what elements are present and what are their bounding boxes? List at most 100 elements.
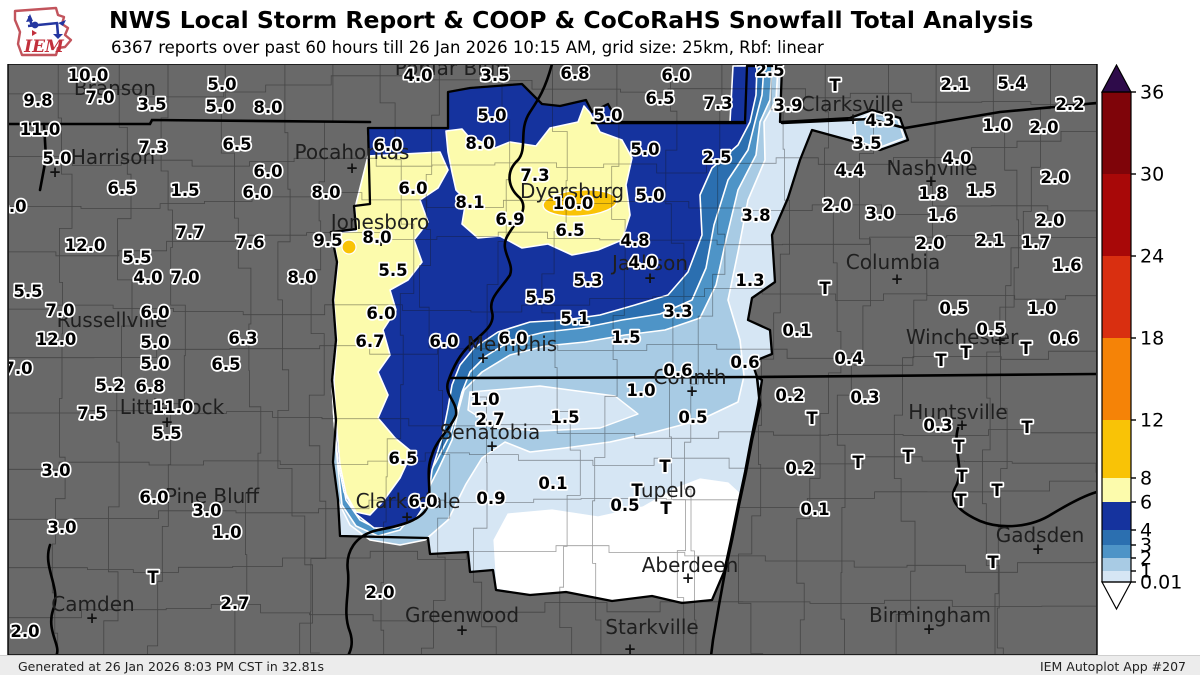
report-value: T (987, 553, 999, 572)
report-value: 5.0 (635, 186, 664, 205)
iem-logo: IEM (13, 6, 73, 57)
report-value: 0.9 (476, 489, 505, 508)
report-value: 2.0 (915, 234, 944, 253)
city-marker: + (375, 232, 388, 250)
report-value: 5.4 (997, 74, 1026, 93)
report-value: 7.3 (520, 166, 549, 185)
report-value: 4.4 (835, 161, 864, 180)
city-label: Pine Bluff (165, 484, 260, 508)
report-value: 5.5 (13, 282, 42, 301)
report-value: 6.5 (211, 355, 240, 374)
city-label: Columbia (846, 250, 940, 274)
report-value: 5.5 (152, 424, 181, 443)
report-value: 5.0 (477, 106, 506, 125)
city-label: Birmingham (869, 603, 991, 627)
city-label: Jackson (610, 251, 688, 275)
report-value: 6.0 (498, 329, 527, 348)
city-label: Clarksville (801, 92, 904, 116)
city-marker: + (477, 349, 490, 367)
report-value: 7.3 (138, 138, 167, 157)
city-label: Poplar Bluff (395, 56, 511, 80)
colorbar-band (1102, 502, 1131, 530)
report-value: 10.0 (553, 194, 594, 213)
report-value: 6.0 (398, 179, 427, 198)
city-label: Memphis (467, 332, 557, 356)
report-value: 0.1 (782, 321, 811, 340)
city-label: Dyersburg (520, 179, 624, 203)
colorbar-band (1102, 558, 1131, 571)
report-value: 2.0 (10, 622, 39, 641)
report-value: T (829, 76, 841, 95)
report-value: T (852, 453, 864, 472)
report-value: 4.0 (403, 66, 432, 85)
report-value: 3.5 (852, 134, 881, 153)
report-value: 2.1 (940, 75, 969, 94)
report-value: 6.0 (661, 66, 690, 85)
report-value: 0.2 (775, 386, 804, 405)
colorbar-band (1102, 256, 1131, 338)
report-value: 7.0 (170, 268, 199, 287)
report-value: 0.1 (538, 474, 567, 493)
report-value: T (902, 447, 914, 466)
colorbar-tick-label: 4 (1140, 520, 1152, 542)
report-value: T (1020, 339, 1032, 358)
report-value: 8.0 (362, 228, 391, 247)
report-value: 0.6 (730, 353, 759, 372)
city-label: Harrison (71, 145, 155, 169)
colorbar-band (1102, 92, 1131, 174)
report-value: 0.5 (976, 320, 1005, 339)
report-value: 8.0 (253, 98, 282, 117)
report-value: 4.3 (865, 111, 894, 130)
report-value: T (956, 467, 968, 486)
city-label: Russellville (57, 308, 168, 332)
report-value: 0.1 (800, 500, 829, 519)
report-value: 5.0 (42, 149, 71, 168)
colorbar-band (1102, 338, 1131, 420)
city-marker: + (456, 621, 469, 639)
report-value: 1.5 (611, 328, 640, 347)
colorbar-tick-label: 0.01 (1140, 572, 1182, 594)
report-value: 2.0 (822, 196, 851, 215)
city-marker: + (346, 159, 359, 177)
colorbar-under-arrow (1100, 581, 1133, 611)
report-value: 7.6 (235, 233, 264, 252)
colorbar-band (1102, 571, 1131, 582)
report-value: 7.0 (85, 88, 114, 107)
report-value: 8.0 (311, 183, 340, 202)
colorbar-tick-label: 2 (1140, 548, 1152, 570)
city-marker: + (401, 508, 414, 526)
report-value: 8.0 (287, 268, 316, 287)
report-value: 0.5 (678, 408, 707, 427)
report-value: 2.0 (365, 583, 394, 602)
report-value: 7.5 (77, 404, 106, 423)
report-value: 6.0 (429, 332, 458, 351)
report-value: 6.5 (388, 449, 417, 468)
report-value: 3.8 (741, 206, 770, 225)
colorbar-tick-label: 6 (1140, 492, 1152, 514)
city-label: Corinth (653, 365, 726, 389)
report-value: T (659, 457, 671, 476)
county-borders (9, 65, 1096, 654)
report-value: 3.0 (865, 204, 894, 223)
report-value: 1.7 (1021, 233, 1050, 252)
report-value: T (806, 409, 818, 428)
analysis-domain-outline (329, 65, 910, 605)
report-value: 7.0 (45, 301, 74, 320)
city-label: Starkville (605, 615, 698, 639)
generated-timestamp: Generated at 26 Jan 2026 8:03 PM CST in … (18, 659, 325, 674)
page-subtitle: 6367 reports over past 60 hours till 26 … (111, 38, 824, 57)
report-value: 1.8 (918, 184, 947, 203)
report-value: 6.0 (408, 492, 437, 511)
report-value: 6.5 (555, 221, 584, 240)
report-value: 6.3 (228, 329, 257, 348)
report-value: T (1021, 418, 1033, 437)
report-value: 5.5 (378, 261, 407, 280)
band-1-2-pocket (854, 111, 905, 149)
colorbar-outline (1101, 91, 1132, 583)
report-value: 9.8 (23, 91, 52, 110)
report-value: 6.0 (0, 197, 27, 216)
report-value: 0.3 (923, 416, 952, 435)
report-value: 1.5 (966, 181, 995, 200)
report-value: 5.0 (140, 333, 169, 352)
